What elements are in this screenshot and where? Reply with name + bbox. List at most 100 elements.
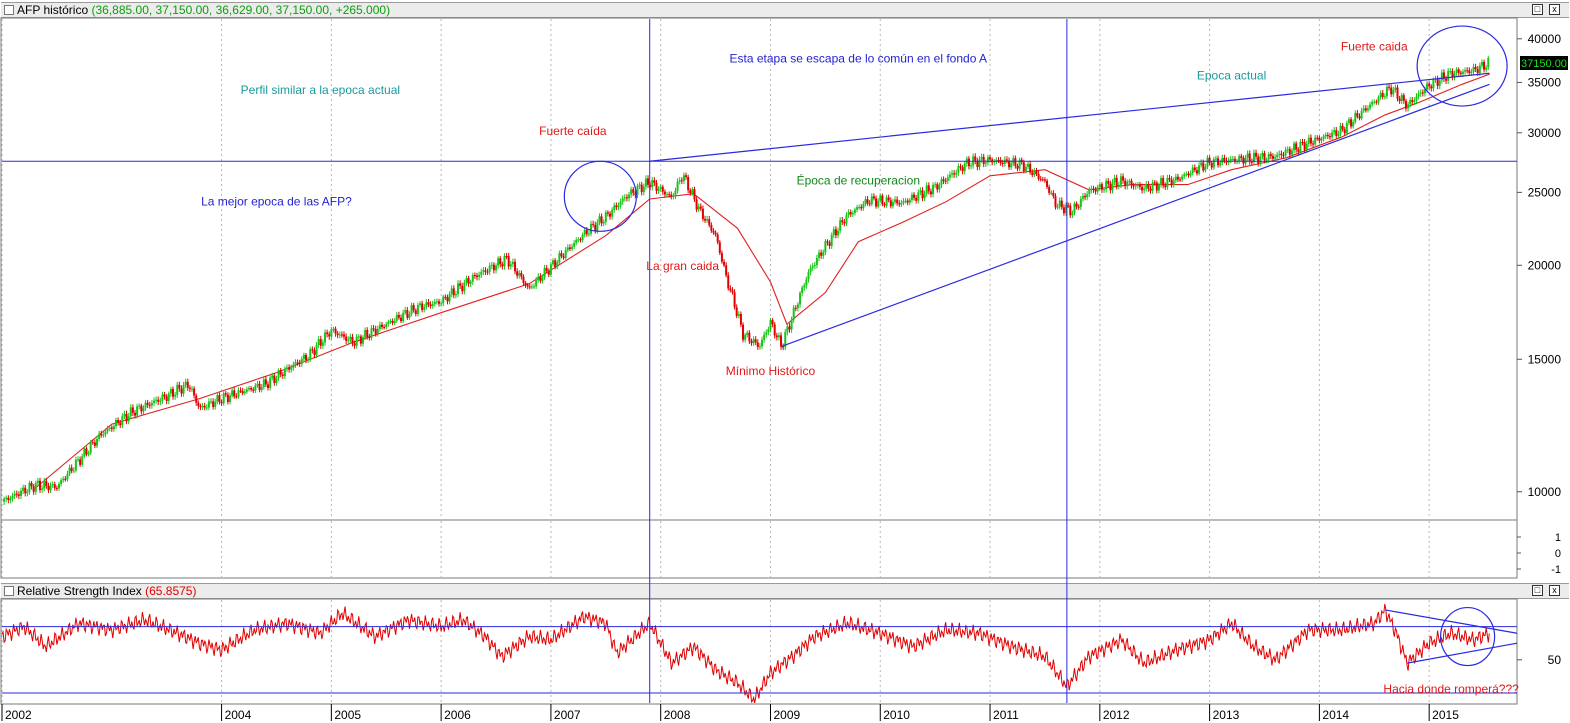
candle-body <box>1385 86 1388 97</box>
candle-body <box>1255 152 1258 157</box>
candle-body <box>1223 157 1226 161</box>
candle-body <box>693 189 696 200</box>
candle-body <box>1466 70 1469 72</box>
candle-body <box>1246 153 1249 158</box>
candle-body <box>590 223 593 234</box>
x-tick-label: 2005 <box>334 708 361 722</box>
candle-body <box>419 303 422 305</box>
candle-body <box>526 285 529 287</box>
candle-body <box>1409 99 1412 105</box>
candle-body <box>186 381 189 388</box>
candle-body <box>520 272 523 277</box>
candle-body <box>617 205 620 208</box>
candle-body <box>1447 71 1450 81</box>
candle-body <box>1276 154 1279 158</box>
candle-body <box>22 487 25 491</box>
x-tick-label: 2007 <box>554 708 581 722</box>
rsi-restore-button[interactable]: □ <box>1532 585 1543 596</box>
candle-body <box>642 186 645 193</box>
candle-body <box>1094 189 1097 192</box>
candle-body <box>1037 173 1040 179</box>
candle-body <box>13 493 16 496</box>
restore-button[interactable]: □ <box>1532 4 1543 15</box>
candle-body <box>826 241 829 243</box>
candle-body <box>478 274 481 278</box>
candle-body <box>587 233 590 235</box>
candle-body <box>1033 171 1036 176</box>
candle-body <box>522 276 525 283</box>
candle-body <box>1060 200 1063 208</box>
candle-body <box>155 399 158 401</box>
candle-body <box>594 224 597 231</box>
candle-body <box>1396 87 1399 99</box>
candle-body <box>976 160 979 168</box>
candle-body <box>62 478 65 481</box>
candle-body <box>1398 98 1401 102</box>
candle-body <box>746 332 749 335</box>
candle-body <box>606 212 609 214</box>
rsi-close-button[interactable]: x <box>1549 585 1560 596</box>
candle-body <box>651 180 654 188</box>
candle-body <box>125 413 128 422</box>
candle-body <box>989 157 992 160</box>
candle-body <box>112 426 115 430</box>
candle-body <box>51 484 54 486</box>
candle-body <box>843 222 846 224</box>
candle-body <box>974 156 977 161</box>
candle-body <box>127 416 130 422</box>
candle-body <box>138 405 141 407</box>
candle-body <box>224 393 227 395</box>
candle-body <box>1046 180 1049 187</box>
candle-body <box>1052 192 1055 197</box>
candle-body <box>796 304 799 309</box>
candle-body <box>1379 92 1382 98</box>
candle-body <box>1293 143 1296 151</box>
candle-body <box>564 250 567 258</box>
chart-annotation: La gran caida <box>646 259 719 273</box>
y-tick-label: 10000 <box>1528 485 1562 499</box>
candle-body <box>1100 184 1103 190</box>
candle-body <box>1242 157 1245 164</box>
candle-body <box>725 265 728 276</box>
x-tick-label: 2006 <box>444 708 471 722</box>
close-button[interactable]: x <box>1549 4 1560 15</box>
candle-body <box>1453 73 1456 78</box>
candle-body <box>891 202 894 207</box>
candle-body <box>554 260 557 268</box>
candle-body <box>237 390 240 397</box>
middle-y-tick-label: 0 <box>1555 548 1561 560</box>
candle-body <box>1016 166 1019 169</box>
candle-body <box>108 427 111 429</box>
candle-body <box>1073 203 1076 213</box>
candle-body <box>752 339 755 344</box>
candle-body <box>1090 188 1093 191</box>
y-tick-label: 20000 <box>1528 258 1562 272</box>
candle-body <box>1086 194 1089 198</box>
candle-body <box>613 205 616 210</box>
candle-body <box>921 190 924 199</box>
candle-body <box>96 439 99 446</box>
candle-body <box>1084 196 1087 198</box>
candle-body <box>359 336 362 344</box>
candle-body <box>1487 57 1490 68</box>
candle-body <box>425 302 428 308</box>
candle-body <box>353 343 356 346</box>
candle-body <box>775 335 778 338</box>
candle-body <box>1436 78 1439 86</box>
candle-body <box>1193 167 1196 171</box>
candle-body <box>355 336 358 346</box>
candle-body <box>343 334 346 337</box>
candle-body <box>562 256 565 258</box>
x-tick-label: 2008 <box>664 708 691 722</box>
candle-body <box>488 265 491 272</box>
y-tick-label: 40000 <box>1528 32 1562 46</box>
candle-body <box>338 334 341 336</box>
candle-body <box>970 165 973 167</box>
candle-body <box>1297 149 1300 152</box>
chart-annotation: Época de recuperacion <box>797 173 920 188</box>
rsi-panel-title: Relative Strength Index <box>17 584 142 598</box>
candle-body <box>858 206 861 208</box>
candle-body <box>733 292 736 308</box>
candle-body <box>435 301 438 303</box>
candle-body <box>142 407 145 412</box>
